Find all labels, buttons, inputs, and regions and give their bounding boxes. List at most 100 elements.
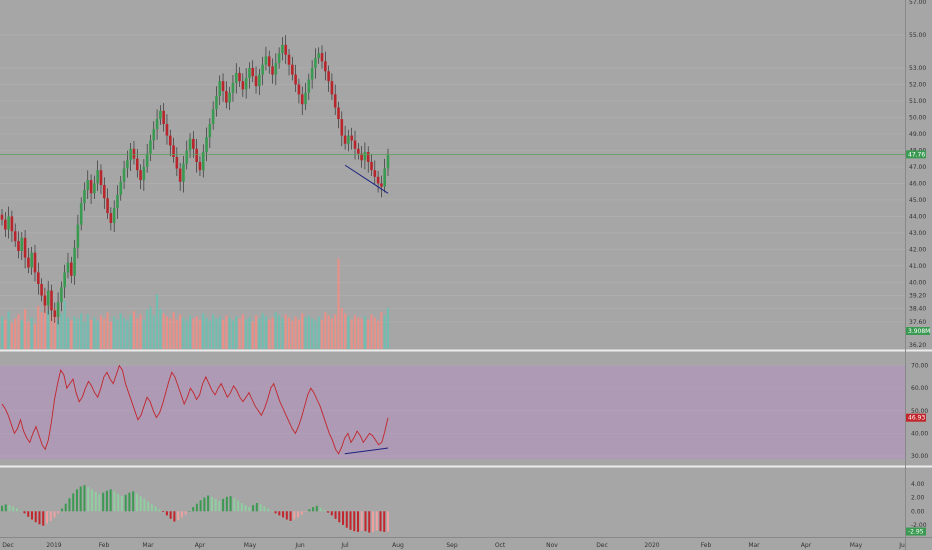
candle-body [350,135,354,141]
candle-body [271,66,274,75]
last-price-label: 47.76 [908,151,925,158]
macd-bar [143,498,146,512]
rsi-last-tag [906,413,926,422]
macd-bar [19,510,22,512]
volume-bar [10,322,13,349]
macd-bar [312,507,315,512]
macd-bar [98,494,101,512]
price-trendline[interactable] [344,164,389,194]
macd-bar [222,498,225,512]
volume-bar [320,319,324,349]
volume-bar [297,319,301,349]
macd-bar [300,511,303,515]
candle-body [300,94,304,105]
volume-bar [238,318,241,349]
volume-bar [221,319,225,349]
macd-bar [252,505,255,512]
volume-bar [106,312,109,349]
candle-body [172,145,175,158]
volume-bar [172,312,175,349]
macd-tick-label: 2.00 [911,495,925,502]
volume-bar [89,319,93,349]
macd-bar [128,492,131,512]
candle-body [340,119,344,136]
candle-body [178,168,182,182]
macd-bar [180,511,183,518]
volume-bar [373,317,376,349]
macd-bar [360,511,363,531]
rsi-last-label: 46.93 [908,415,925,422]
volume-bar [353,315,357,349]
volume-bar [66,317,70,349]
macd-tick-label: 4.00 [911,481,925,488]
macd-bar [267,508,270,512]
candle-body [357,148,360,154]
macd-bar [15,508,18,512]
time-tick-label: Mar [142,542,154,549]
rsi-tick-label: 60.00 [911,385,928,392]
rsi-trendline[interactable] [344,447,389,455]
volume-bar [370,314,373,349]
volume-bar [225,315,228,349]
volume-bar [4,319,7,349]
candle-body [215,95,218,110]
volume-bar [50,315,53,349]
price-axis[interactable]: 57.0055.0053.0052.0051.0050.0049.0048.00… [906,0,930,536]
volume-bar [139,314,142,349]
time-tick-label: 2020 [644,542,659,549]
grid-lines [0,34,905,323]
candle-body [304,92,307,105]
volume-bar [63,300,66,349]
volume-bar [261,313,264,349]
volume-bar [33,323,37,349]
macd-bar [162,511,165,512]
macd-bar [297,511,300,518]
macd-bar [79,486,82,512]
volume-bar [169,318,172,349]
candle-body [46,290,50,306]
candle-body [119,181,123,195]
candle-body [99,170,103,186]
candle-body [234,72,238,83]
candle-body [208,124,212,138]
macd-bar [94,492,97,512]
price-tick-label: 50.00 [909,114,926,121]
rsi-series [0,364,905,457]
macd-bar [274,511,277,514]
price-tick-label: 52.00 [909,81,926,88]
macd-bar [285,511,288,520]
time-axis[interactable]: Dec 2019 Feb Mar Apr May Jun Jul Aug Sep Oct Nov Dec… [2,542,905,549]
candle-body [3,219,7,230]
macd-bar [188,511,191,512]
macd-bar [12,506,15,512]
time-tick-label: Jul [340,542,349,549]
candle-body [63,272,66,288]
trendline-segment [344,164,389,194]
volume-bar [195,316,198,349]
candle-body [383,168,387,187]
candle-body [386,154,390,169]
volume-bar [205,317,208,349]
candle-body [333,94,337,108]
candle-body [238,72,241,82]
macd-bar [147,501,150,512]
macd-bar [372,511,375,532]
candle-body [69,262,73,276]
price-tick-label: 38.40 [909,306,926,313]
price-tick-label: 40.00 [909,279,926,286]
macd-bar [72,493,75,512]
volume-bar [208,320,211,349]
volume-bar [324,312,327,349]
volume-bar [340,308,343,349]
candle-body [314,58,317,68]
macd-bar [135,493,138,512]
volume-bar [60,313,63,349]
candle-body [376,176,380,184]
candle-body [126,160,129,169]
volume-bar [23,309,27,349]
candle-body [33,252,37,273]
candle-body [310,67,314,80]
volume-bar [76,318,79,349]
volume-bar [0,316,4,349]
macd-bar [124,494,127,512]
